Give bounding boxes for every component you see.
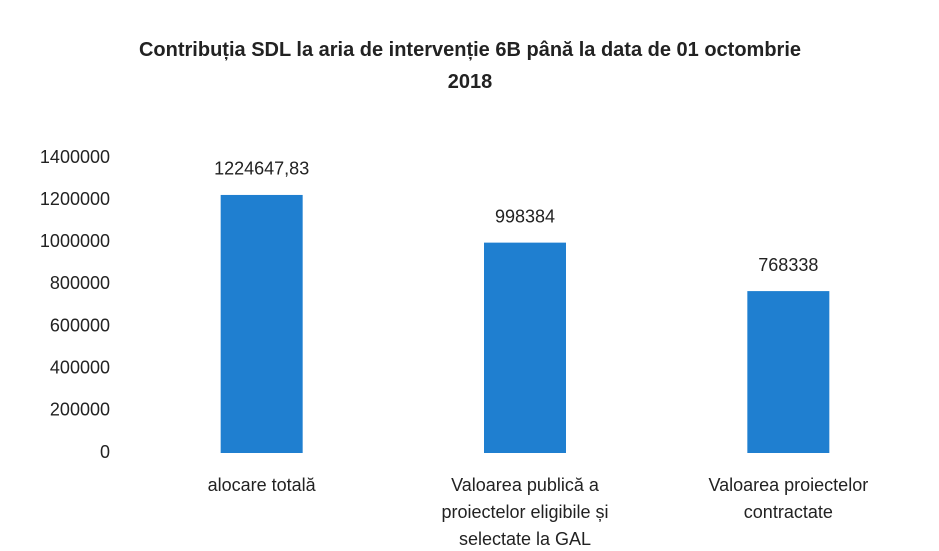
value-label: 1224647,83 <box>214 159 309 179</box>
x-tick-label: Valoarea publică a proiectelor eligibile… <box>441 475 609 549</box>
y-tick-label: 0 <box>100 442 110 462</box>
value-label: 768338 <box>758 255 818 275</box>
value-label: 998384 <box>495 206 555 226</box>
bar <box>747 291 830 453</box>
bar <box>484 242 566 453</box>
bar <box>220 194 303 453</box>
y-tick-label: 200000 <box>50 400 110 420</box>
y-tick-label: 800000 <box>50 273 110 293</box>
y-tick-label: 1400000 <box>40 147 110 167</box>
y-tick-label: 400000 <box>50 357 110 377</box>
x-tick-label: Valoarea proiectelor contractate <box>708 475 869 522</box>
y-tick-label: 1000000 <box>40 231 110 251</box>
y-tick-label: 600000 <box>50 315 110 335</box>
x-tick-label: alocare totală <box>207 475 316 495</box>
chart-title: Contribuția SDL la aria de intervenție 6… <box>138 39 802 93</box>
y-tick-label: 1200000 <box>40 189 110 209</box>
